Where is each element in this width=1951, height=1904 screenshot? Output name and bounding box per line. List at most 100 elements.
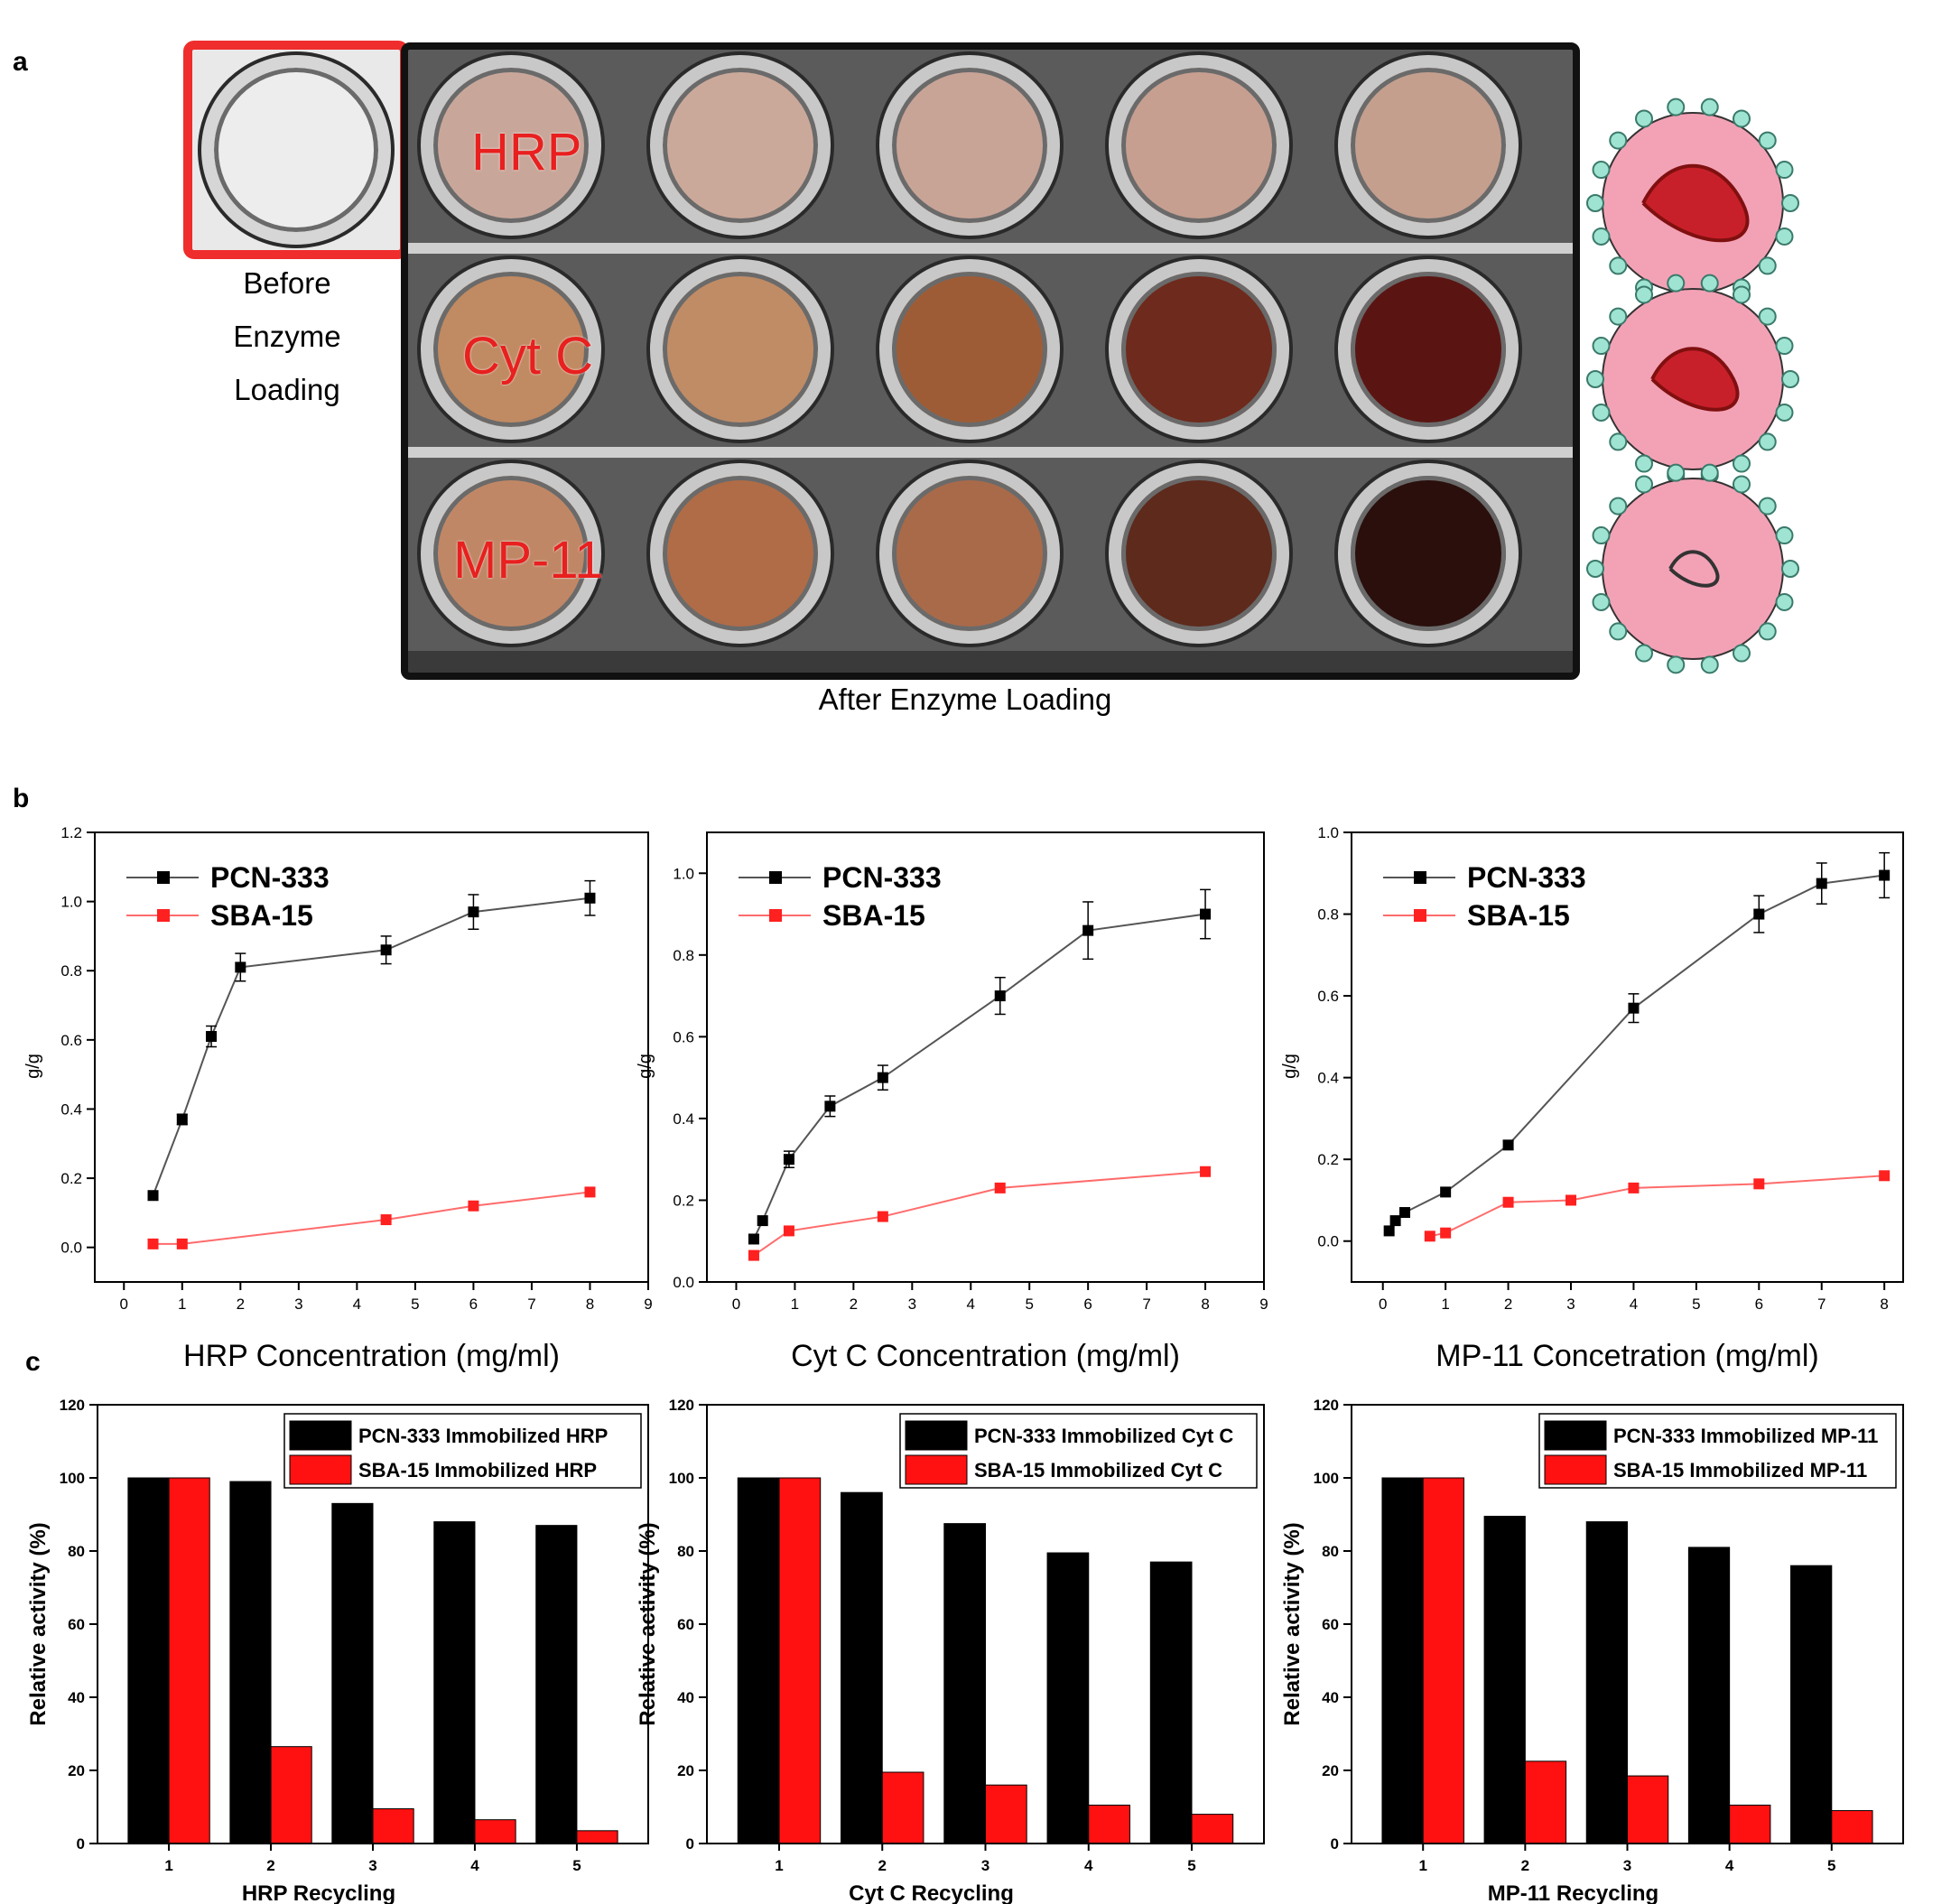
mof-cluster-node [1781, 194, 1799, 212]
mof-cage-sphere [1602, 478, 1784, 660]
legend-swatch [289, 1420, 352, 1451]
after-caption: After Enzyme Loading [818, 683, 1112, 716]
mof-cluster-node [1586, 560, 1604, 578]
mof-cluster-node [1733, 475, 1751, 494]
bar [372, 1808, 414, 1844]
x-tick-label: 2 [1521, 1857, 1529, 1874]
cytc-recycling-chart: 1 2 3 4 5 0 20 40 60 80 100 120 Cyt C Recycling Relat… [636, 1397, 1265, 1904]
legend-marker [769, 909, 782, 922]
data-point [1628, 1182, 1640, 1193]
bar [943, 1523, 986, 1844]
mof-cluster-node [1635, 285, 1653, 304]
data-point [1440, 1186, 1452, 1198]
x-tick-label: 8 [586, 1296, 594, 1313]
mof-cluster-node [1758, 622, 1777, 641]
x-tick-label: 3 [1623, 1857, 1631, 1874]
y-axis-label: g/g [23, 1054, 43, 1079]
vial-row-label: Cyt C [462, 327, 593, 385]
mof-cluster-node [1609, 256, 1628, 275]
mof-cluster-node [1592, 592, 1611, 611]
after-loading-photo: HRP Cyt C MP-11 [401, 42, 1580, 680]
enzyme-vial [650, 259, 831, 440]
x-tick-label: 5 [572, 1857, 581, 1874]
bar [1381, 1477, 1424, 1844]
data-point [1200, 908, 1212, 920]
mof-cluster-node [1592, 161, 1611, 180]
legend-marker [769, 871, 782, 884]
data-point [1628, 1002, 1640, 1014]
x-tick-label: 1 [1418, 1857, 1426, 1874]
y-tick-label: 1.0 [60, 894, 82, 911]
y-tick-label: 0 [686, 1835, 694, 1853]
x-tick-label: 8 [1201, 1296, 1209, 1313]
y-tick-label: 0 [1331, 1835, 1339, 1853]
data-point [1753, 1178, 1765, 1190]
bar [1422, 1477, 1464, 1844]
x-tick-label: 8 [1880, 1296, 1888, 1313]
legend-label: SBA-15 Immobilized HRP [358, 1459, 597, 1481]
y-tick-label: 100 [669, 1470, 694, 1487]
x-tick-label: 6 [1083, 1296, 1092, 1313]
y-axis-label: Relative activity (%) [26, 1522, 51, 1725]
legend-label: SBA-15 Immobilized MP-11 [1613, 1459, 1867, 1481]
mof-cluster-node [1733, 644, 1751, 663]
data-point [176, 1238, 188, 1249]
x-tick-label: 9 [1259, 1296, 1268, 1313]
legend-marker [1414, 909, 1426, 922]
enzyme-vial [879, 463, 1060, 644]
x-tick-label: 7 [527, 1296, 535, 1313]
series-line [1388, 874, 1885, 1231]
data-point [877, 1072, 888, 1083]
series-line [152, 896, 590, 1196]
legend-label: PCN-333 [1467, 861, 1586, 894]
data-point [1082, 924, 1094, 936]
x-tick-label: 1 [164, 1857, 172, 1874]
data-point [584, 1186, 596, 1198]
mof-cluster-node [1667, 98, 1686, 116]
data-point [1565, 1194, 1577, 1206]
legend-swatch [1544, 1454, 1607, 1485]
bar [1088, 1804, 1130, 1844]
bar [1627, 1775, 1669, 1844]
mof-cluster-node [1609, 432, 1628, 451]
enzyme-vial [1109, 463, 1289, 644]
legend-swatch [905, 1420, 968, 1451]
bar [433, 1521, 476, 1844]
data-point [994, 990, 1006, 1002]
mof-cluster-node [1775, 161, 1794, 180]
x-tick-label: 4 [1084, 1857, 1093, 1874]
legend-label: PCN-333 Immobilized Cyt C [974, 1425, 1233, 1447]
legend-label: SBA-15 [822, 899, 925, 932]
bar [1046, 1552, 1090, 1844]
series-line [753, 1170, 1206, 1257]
bar [778, 1477, 822, 1844]
mof-cluster-node [1609, 622, 1628, 641]
enzyme-vial [1338, 463, 1519, 644]
mof-cage-illustration [1586, 463, 1799, 674]
data-point [1389, 1215, 1401, 1227]
data-point [994, 1182, 1006, 1193]
y-tick-label: 0.6 [60, 1032, 82, 1049]
data-point [380, 1214, 392, 1226]
x-axis-label: HRP Concentration (mg/ml) [183, 1339, 560, 1373]
mof-cluster-node [1609, 497, 1628, 515]
mof-cluster-node [1592, 337, 1611, 356]
enzyme-vial [1338, 259, 1519, 440]
y-tick-label: 0.8 [1317, 906, 1339, 924]
legend-marker [157, 909, 170, 922]
legend-label: PCN-333 Immobilized HRP [358, 1425, 608, 1447]
bar [474, 1819, 516, 1844]
mof-cluster-node [1700, 274, 1719, 293]
row-separator [408, 447, 1573, 458]
mof-cluster-node [1781, 560, 1799, 578]
data-point [748, 1233, 759, 1245]
mof-cluster-node [1592, 526, 1611, 545]
y-tick-label: 100 [1314, 1470, 1339, 1487]
mof-cluster-node [1700, 655, 1719, 674]
data-point [147, 1190, 159, 1202]
data-point [1502, 1196, 1514, 1208]
x-tick-label: 2 [1504, 1296, 1512, 1313]
legend-label: PCN-333 [822, 861, 942, 894]
mof-cluster-node [1775, 227, 1794, 246]
x-tick-label: 0 [120, 1296, 128, 1313]
